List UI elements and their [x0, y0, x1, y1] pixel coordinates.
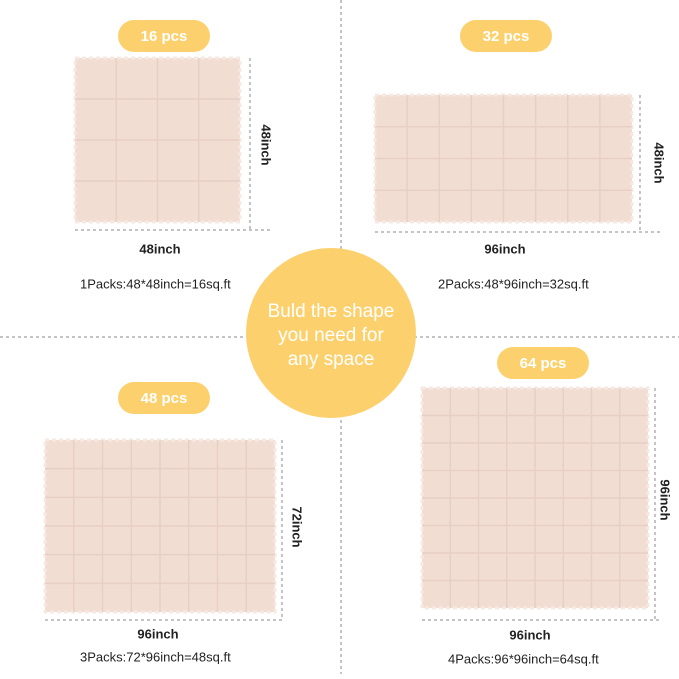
height-label: 96inch [658, 479, 673, 520]
pcs-pill [460, 20, 552, 52]
pcs-label: 32 pcs [483, 28, 530, 45]
center-text: you need for [278, 325, 384, 346]
height-label: 72inch [290, 506, 305, 547]
width-label: 96inch [137, 626, 178, 641]
caption: 4Packs:96*96inch=64sq.ft [448, 651, 599, 666]
caption: 2Packs:48*96inch=32sq.ft [438, 276, 589, 291]
center-text: any space [288, 349, 375, 370]
width-label: 48inch [139, 241, 180, 256]
height-label: 48inch [652, 142, 667, 183]
caption: 1Packs:48*48inch=16sq.ft [80, 276, 231, 291]
pcs-label: 16 pcs [141, 28, 188, 45]
center-badge [246, 248, 416, 418]
caption: 3Packs:72*96inch=48sq.ft [80, 649, 231, 664]
width-label: 96inch [509, 627, 550, 642]
panels: 16 pcs 48inch 48inch 1Packs:48*48inch=16sq.… [43, 20, 673, 666]
height-label: 48inch [259, 124, 274, 165]
pcs-pill [118, 20, 210, 52]
center-text: Buld the shape [268, 301, 395, 322]
pcs-pill [118, 382, 210, 414]
pcs-pill [497, 347, 589, 379]
width-label: 96inch [484, 241, 525, 256]
pcs-label: 48 pcs [141, 390, 188, 407]
pcs-label: 64 pcs [520, 355, 567, 372]
